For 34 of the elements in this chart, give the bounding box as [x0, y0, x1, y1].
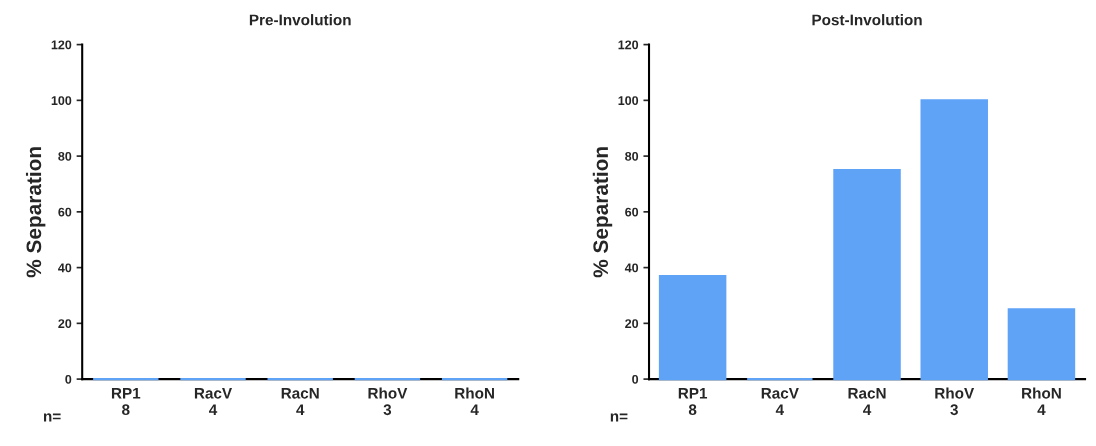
- y-axis-title: % Separation: [25, 147, 46, 278]
- y-tick-label: 100: [618, 96, 639, 105]
- x-tick-label: RP1 8: [678, 387, 708, 416]
- y-tick-label: 120: [51, 40, 72, 50]
- y-tick-label: 40: [624, 263, 639, 273]
- y-tick-label: 80: [58, 151, 72, 161]
- bar: [920, 99, 988, 381]
- y-tick-label: 0: [632, 374, 639, 384]
- x-tick-label: RhoV 3: [935, 387, 975, 416]
- y-tick-label: 100: [51, 96, 72, 105]
- y-tick-label: 0: [65, 374, 72, 384]
- x-tick-label: RacN 4: [281, 387, 319, 415]
- y-tick-label: 120: [618, 40, 639, 50]
- y-tick-label: 60: [625, 207, 639, 217]
- x-tick-label: RhoV 3: [368, 387, 408, 416]
- text: n=: [610, 413, 628, 422]
- y-tick-label: 60: [58, 207, 72, 217]
- chart-title: Post-Involution: [812, 14, 922, 26]
- x-tick-label: RacV 4: [761, 387, 799, 415]
- x-tick-label: RP1 8: [111, 387, 141, 416]
- text: n=: [43, 413, 61, 422]
- y-tick-label: 40: [58, 263, 72, 273]
- x-tick-label: RacV 4: [194, 387, 233, 415]
- x-tick-label: RacN 4: [848, 387, 886, 415]
- chart-title: Pre-Involution: [249, 14, 351, 26]
- y-axis-title: % Separation: [592, 147, 613, 278]
- x-tick-label: RhoN 4: [455, 387, 494, 415]
- bar: [1007, 308, 1076, 381]
- y-tick-label: 20: [58, 319, 72, 328]
- y-tick-label: 20: [625, 319, 639, 328]
- bar: [833, 169, 901, 381]
- bar: [658, 274, 727, 381]
- y-tick-label: 80: [625, 151, 639, 161]
- x-tick-label: RhoN 4: [1022, 387, 1061, 415]
